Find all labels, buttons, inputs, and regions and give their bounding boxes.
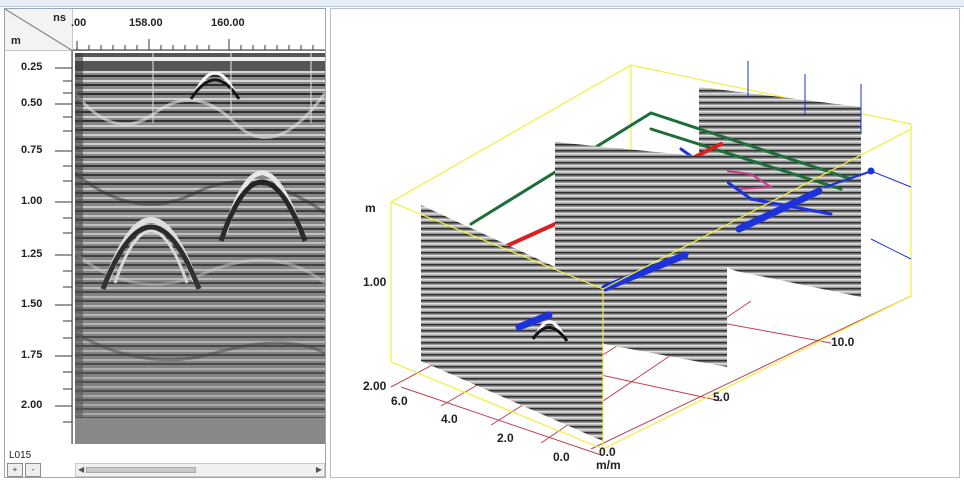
blue-grid-lines bbox=[747, 61, 912, 260]
bounding-box-front bbox=[390, 128, 912, 450]
scrollbar-thumb[interactable] bbox=[86, 467, 196, 473]
line-id-label: L015 bbox=[9, 450, 32, 461]
y-ruler-ticks bbox=[55, 51, 73, 444]
gpr-slice-1 bbox=[421, 205, 603, 441]
gpr-slice-3 bbox=[699, 87, 861, 297]
3d-volume-view[interactable]: m 1.00 2.00 6.0 4.0 2.0 0.0 0.0 m/m 5.0 … bbox=[331, 9, 961, 479]
y-tick-label: 1.25 bbox=[21, 248, 43, 260]
y-unit-label: m bbox=[11, 35, 21, 47]
scroll-left-arrow-icon[interactable]: ◀ bbox=[78, 465, 85, 474]
y-tick-label: 1.50 bbox=[21, 298, 43, 310]
previous-line-button[interactable]: + bbox=[7, 463, 23, 477]
vertical-ruler: 0.25 0.50 0.75 1.00 1.25 1.50 1.75 2.00 bbox=[5, 51, 73, 444]
y-axis-tick-label: 4.0 bbox=[441, 412, 458, 426]
depth-unit-label: m bbox=[365, 201, 376, 215]
y-axis-tick-label: 0.0 bbox=[553, 450, 570, 464]
radargram-panel: ns m .00 158.00 160.00 0.25 0.50 0.75 1.… bbox=[4, 8, 326, 478]
scroll-right-arrow-icon[interactable]: ▶ bbox=[315, 465, 322, 474]
y-tick-label: 0.50 bbox=[21, 97, 43, 109]
depth-tick-label: 2.00 bbox=[363, 379, 387, 393]
y-tick-label: 1.00 bbox=[21, 195, 43, 207]
x-axis-tick-label: 0.0 bbox=[599, 445, 616, 459]
x-ruler-ticks bbox=[73, 39, 325, 51]
x-tick-label: 160.00 bbox=[211, 17, 245, 29]
x-axis-unit-label: m/m bbox=[596, 458, 621, 472]
y-axis-tick-label: 2.0 bbox=[497, 431, 514, 445]
x-axis-tick-label: 10.0 bbox=[831, 335, 855, 349]
next-line-button[interactable]: - bbox=[25, 463, 41, 477]
radargram-texture bbox=[75, 53, 325, 444]
x-tick-label: 158.00 bbox=[129, 17, 163, 29]
corner-diagonal bbox=[5, 9, 73, 51]
y-tick-label: 1.75 bbox=[21, 349, 43, 361]
y-tick-label: 2.00 bbox=[21, 399, 43, 411]
axis-corner: ns m bbox=[5, 9, 73, 51]
y-tick-label: 0.25 bbox=[21, 61, 43, 73]
horizontal-ruler: .00 158.00 160.00 bbox=[71, 9, 325, 51]
x-tick-label: .00 bbox=[71, 17, 87, 29]
window-top-border bbox=[0, 0, 964, 7]
blue-pipe-main bbox=[601, 167, 875, 292]
3d-view-panel[interactable]: m 1.00 2.00 6.0 4.0 2.0 0.0 0.0 m/m 5.0 … bbox=[330, 8, 960, 478]
x-axis-tick-label: 5.0 bbox=[713, 390, 730, 404]
y-tick-label: 0.75 bbox=[21, 144, 43, 156]
x-unit-label: ns bbox=[53, 12, 66, 24]
y-axis-tick-label: 6.0 bbox=[391, 394, 408, 408]
line-nav-buttons: + - bbox=[7, 463, 41, 477]
horizontal-scrollbar[interactable]: ◀ ▶ bbox=[75, 463, 325, 477]
radargram-image[interactable] bbox=[75, 53, 325, 444]
depth-tick-label: 1.00 bbox=[363, 275, 387, 289]
